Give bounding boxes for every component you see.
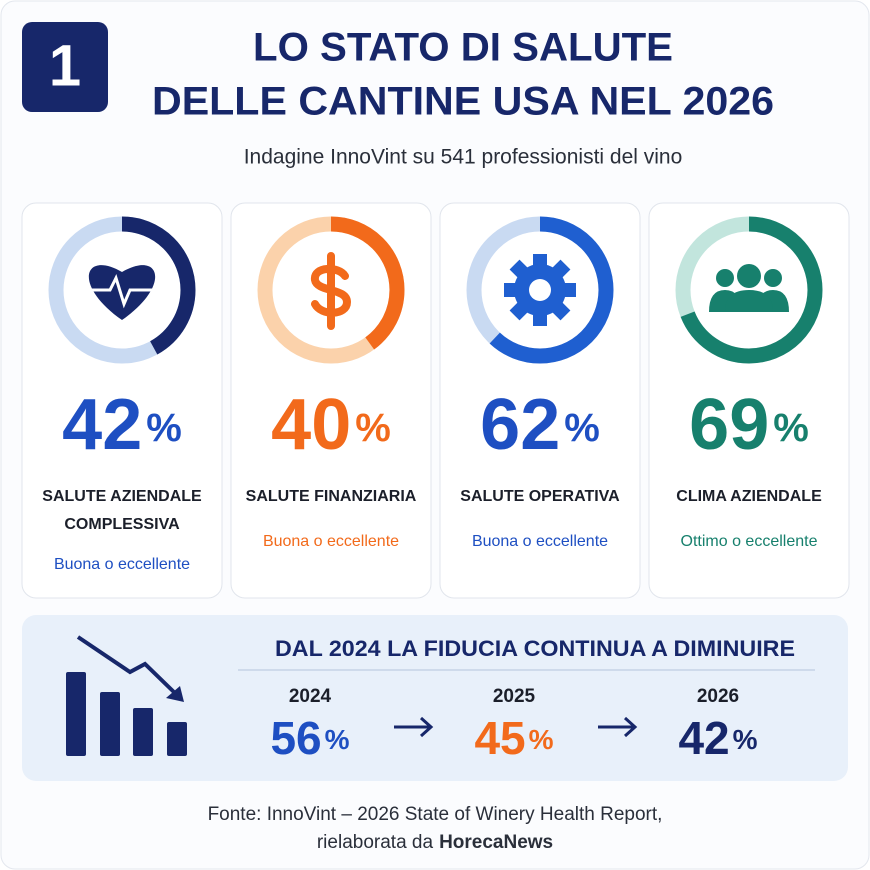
ring-arc xyxy=(48,216,196,364)
footer-line: rielaborata da HorecaNews xyxy=(317,832,553,853)
trend-title: DAL 2024 LA FIDUCIA CONTINUA A DIMINUIRE xyxy=(275,636,795,661)
number: 56 xyxy=(270,712,321,764)
badge-box xyxy=(22,22,108,112)
trend-value: 56% xyxy=(270,712,349,764)
card-note: Buona o eccellente xyxy=(54,556,190,573)
ring-arc xyxy=(675,216,823,364)
title-line: LO STATO DI SALUTE xyxy=(253,26,673,70)
number: 62 xyxy=(480,385,560,465)
person-head xyxy=(737,264,761,288)
person-head xyxy=(716,269,734,287)
card-label: SALUTE FINANZIARIA xyxy=(246,488,417,505)
title-line: DELLE CANTINE USA NEL 2026 xyxy=(152,80,774,124)
unit: % xyxy=(355,406,391,450)
year: 2025 xyxy=(493,686,536,707)
trend-value: 45% xyxy=(474,712,553,764)
number: 42 xyxy=(678,712,729,764)
card-label: CLIMA AZIENDALE xyxy=(676,488,822,505)
card xyxy=(648,202,850,599)
card xyxy=(230,202,432,599)
footer-line: Fonte: InnoVint – 2026 State of Winery H… xyxy=(208,804,663,825)
person-head xyxy=(764,269,782,287)
card-label: COMPLESSIVA xyxy=(64,516,180,533)
pulse-icon xyxy=(92,273,152,309)
card xyxy=(21,202,223,599)
number: 69 xyxy=(689,385,769,465)
number: 42 xyxy=(62,385,142,465)
year: 2024 xyxy=(289,686,332,707)
ring-arc xyxy=(466,216,614,364)
trend-icon xyxy=(66,635,187,756)
card-label: SALUTE OPERATIVA xyxy=(460,488,620,505)
subtitle: Indagine InnoVint su 541 professionisti … xyxy=(244,146,683,169)
trend-panel xyxy=(22,615,848,781)
trend-value: 42% xyxy=(678,712,757,764)
number: 45 xyxy=(474,712,525,764)
arrows xyxy=(394,716,638,738)
gear-hole xyxy=(529,279,551,301)
unit: % xyxy=(325,724,350,755)
number: 40 xyxy=(271,385,351,465)
card xyxy=(439,202,641,599)
card-note: Buona o eccellente xyxy=(263,533,399,550)
big-number: 62% xyxy=(480,385,600,465)
dollar-icon xyxy=(311,252,352,330)
big-number: 69% xyxy=(689,385,809,465)
big-number: 42% xyxy=(62,385,182,465)
footer-text: rielaborata da xyxy=(317,832,434,853)
year: 2026 xyxy=(697,686,739,707)
unit: % xyxy=(773,406,809,450)
footer-brand: HorecaNews xyxy=(439,832,553,853)
unit: % xyxy=(564,406,600,450)
badge: 1 xyxy=(49,33,81,98)
card-note: Buona o eccellente xyxy=(472,533,608,550)
unit: % xyxy=(733,724,758,755)
card-note: Ottimo o eccellente xyxy=(681,533,818,550)
person-body xyxy=(725,290,773,312)
unit: % xyxy=(146,406,182,450)
big-number: 40% xyxy=(271,385,391,465)
trend-points: 2024 56 % 2025 45 % 2026 42% xyxy=(270,686,757,764)
unit: % xyxy=(529,724,554,755)
cards: 42 % SALUTE AZIENDALE COMPLESSIVA Buona o ec… xyxy=(21,202,850,599)
card-label: SALUTE AZIENDALE xyxy=(42,488,202,505)
ring-arc xyxy=(257,216,405,364)
